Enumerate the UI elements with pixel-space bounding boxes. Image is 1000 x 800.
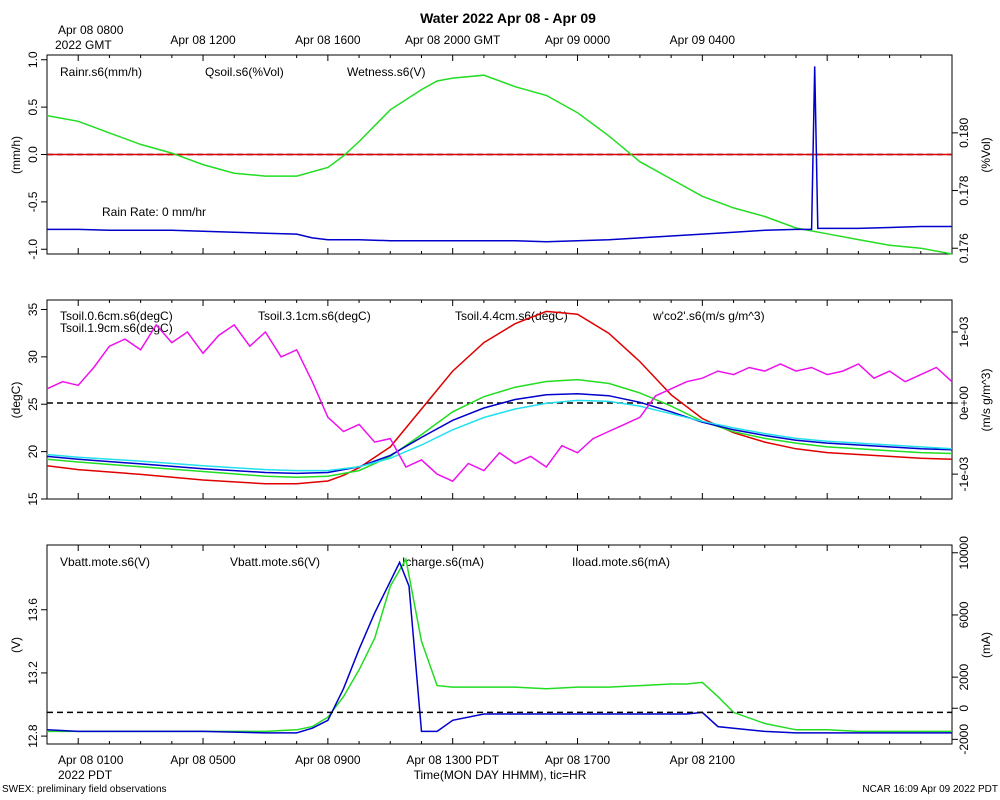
panel-2-ylabel-right: (m/s g/m^3) bbox=[979, 369, 993, 432]
panel-3-series-1 bbox=[46, 560, 952, 734]
panel-2-series-4 bbox=[46, 323, 953, 483]
panel-1-ytick-label-left-4: -1.0 bbox=[26, 239, 40, 260]
panel-1-annotation: Rain Rate: 0 mm/hr bbox=[102, 205, 206, 219]
panel-2-series-0 bbox=[46, 310, 953, 485]
panel-2-legend-tsoil-06: Tsoil.0.6cm.s6(degC) bbox=[60, 309, 173, 323]
panel-2-series-1 bbox=[46, 378, 953, 478]
panel-2-ytick-label-right-0: 1e-03 bbox=[957, 316, 971, 347]
panel-2-ytick-label-left-4: 15 bbox=[26, 492, 40, 506]
panel-3-frame bbox=[46, 544, 953, 745]
panel-2-ylabel-left: (degC) bbox=[9, 382, 23, 419]
panel-3-series-0 bbox=[47, 557, 952, 733]
panel-3-ytick-label-left-2: 12.8 bbox=[26, 724, 40, 748]
panel-1-ytick-label-right-1: 0.178 bbox=[957, 175, 971, 205]
top-axis-main-label: Apr 08 0800 bbox=[58, 23, 124, 37]
panel-1-ytick-label-left-1: 0.5 bbox=[26, 98, 40, 115]
top-axis-tick-label-4: Apr 09 0400 bbox=[670, 33, 736, 47]
panel-2-ytick-label-left-1: 30 bbox=[26, 350, 40, 364]
bottom-axis-main-label: Apr 08 0100 bbox=[58, 753, 124, 767]
bottom-axis-tick-label-3: Apr 08 1700 bbox=[545, 753, 611, 767]
panel-1-ytick-label-left-0: 1.0 bbox=[26, 51, 40, 68]
panel-2-series-3 bbox=[46, 399, 953, 472]
panel-3-ylabel-left: (V) bbox=[9, 637, 23, 653]
top-axis-tick-label-0: Apr 08 1200 bbox=[170, 33, 236, 47]
panel-3-legend-vbatt-1: Vbatt.mote.s6(V) bbox=[60, 555, 150, 569]
panel-3-legend-icharge: Icharge.s6(mA) bbox=[402, 555, 484, 569]
panel-3-ytick-label-left-0: 13.6 bbox=[26, 598, 40, 622]
bottom-axis-tick-label-1: Apr 08 0900 bbox=[295, 753, 361, 767]
panel-1-ytick-label-left-3: -0.5 bbox=[26, 191, 40, 212]
panel-3-ytick-label-right-2: 2000 bbox=[957, 663, 971, 690]
bottom-axis-sub-label: 2022 PDT bbox=[58, 768, 113, 782]
top-axis-tick-label-1: Apr 08 1600 bbox=[295, 33, 361, 47]
panel-1-series-2 bbox=[47, 66, 952, 243]
panel-2-ytick-label-right-2: -1e-03 bbox=[957, 456, 971, 491]
panel-1-series-1 bbox=[46, 74, 953, 255]
panel-2-legend-wco2: w'co2'.s6(m/s g/m^3) bbox=[652, 309, 765, 323]
panel-1-ytick-label-right-2: 0.176 bbox=[957, 233, 971, 263]
panel-2-ytick-label-left-2: 25 bbox=[26, 397, 40, 411]
chart-title: Water 2022 Apr 08 - Apr 09 bbox=[420, 10, 596, 26]
top-axis-tick-label-2: Apr 08 2000 GMT bbox=[405, 33, 501, 47]
bottom-axis-tick-label-4: Apr 08 2100 bbox=[670, 753, 736, 767]
panel-3-ytick-label-right-4: -2000 bbox=[957, 724, 971, 755]
panel-2-legend-tsoil-44: Tsoil.4.4cm.s6(degC) bbox=[455, 309, 568, 323]
top-axis-sub-label: 2022 GMT bbox=[55, 38, 112, 52]
panel-2-series-2 bbox=[46, 393, 953, 475]
panel-1-ylabel-left: (mm/h) bbox=[9, 136, 23, 174]
panel-2-ytick-label-left-3: 20 bbox=[26, 445, 40, 459]
panel-3-ylabel-right: (mA) bbox=[979, 632, 993, 658]
panel-3-ytick-label-left-1: 13.2 bbox=[26, 661, 40, 685]
x-axis-label: Time(MON DAY HHMM), tic=HR bbox=[414, 768, 587, 782]
panel-1-legend-wetness: Wetness.s6(V) bbox=[347, 65, 425, 79]
panel-2-frame bbox=[46, 299, 953, 500]
panel-2-legend-tsoil-19: Tsoil.1.9cm.s6(degC) bbox=[60, 321, 173, 335]
panel-3-ytick-label-right-0: 10000 bbox=[957, 536, 971, 570]
footer-left: SWEX: preliminary field observations bbox=[2, 784, 167, 795]
panel-2-ytick-label-left-0: 35 bbox=[26, 302, 40, 316]
top-axis-tick-label-3: Apr 09 0000 bbox=[545, 33, 611, 47]
panel-3-legend-iload: Iload.mote.s6(mA) bbox=[572, 555, 670, 569]
panel-2-ytick-label-right-1: 0e+00 bbox=[957, 386, 971, 420]
panel-1-legend-rainr: Rainr.s6(mm/h) bbox=[60, 65, 142, 79]
panel-1-ytick-label-left-2: 0.0 bbox=[26, 146, 40, 163]
bottom-axis-tick-label-0: Apr 08 0500 bbox=[170, 753, 236, 767]
panel-3-ytick-label-right-3: 0 bbox=[957, 705, 971, 712]
panel-2-legend-tsoil-31: Tsoil.3.1cm.s6(degC) bbox=[258, 309, 371, 323]
panel-1-ytick-label-right-0: 0.180 bbox=[957, 118, 971, 148]
footer-right: NCAR 16:09 Apr 09 2022 PDT bbox=[862, 784, 998, 795]
panel-1-legend-qsoil: Qsoil.s6(%Vol) bbox=[205, 65, 284, 79]
panel-3-ytick-label-right-1: 6000 bbox=[957, 601, 971, 628]
bottom-axis-tick-label-2: Apr 08 1300 PDT bbox=[406, 753, 499, 767]
panel-3-legend-vbatt-2: Vbatt.mote.s6(V) bbox=[230, 555, 320, 569]
panel-1-ylabel-right: (%Vol) bbox=[979, 137, 993, 172]
